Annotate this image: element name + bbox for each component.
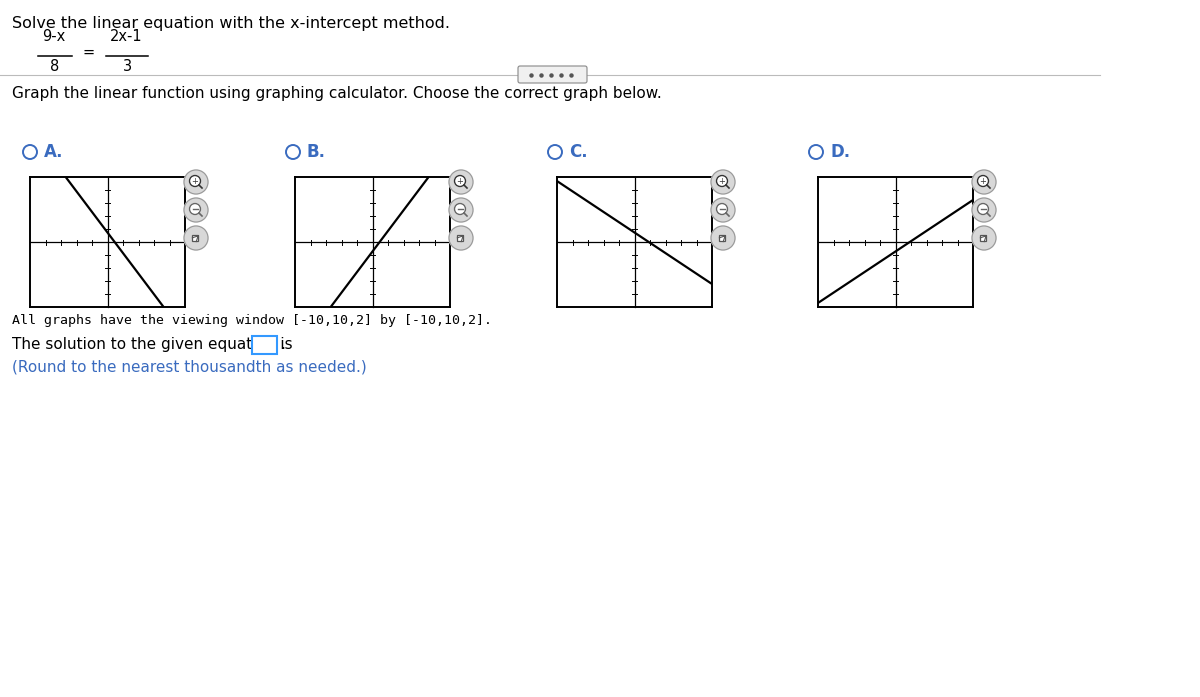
Text: 3: 3 (124, 59, 132, 74)
Circle shape (716, 204, 727, 215)
Text: D.: D. (830, 143, 850, 161)
Circle shape (190, 204, 200, 215)
Text: B.: B. (307, 143, 326, 161)
Circle shape (190, 176, 200, 187)
FancyBboxPatch shape (518, 66, 587, 83)
Text: (Round to the nearest thousandth as needed.): (Round to the nearest thousandth as need… (12, 360, 367, 375)
Polygon shape (30, 177, 185, 307)
Text: C.: C. (569, 143, 588, 161)
Circle shape (710, 226, 734, 250)
Text: 9-x: 9-x (42, 29, 65, 44)
Text: +: + (979, 176, 986, 185)
FancyBboxPatch shape (457, 235, 463, 241)
Circle shape (710, 170, 734, 194)
Text: 2x-1: 2x-1 (110, 29, 143, 44)
Circle shape (449, 170, 473, 194)
Text: .: . (280, 337, 284, 352)
Text: +: + (456, 176, 463, 185)
Text: 8: 8 (50, 59, 59, 74)
Circle shape (716, 176, 727, 187)
Circle shape (455, 176, 466, 187)
FancyBboxPatch shape (719, 235, 725, 241)
Circle shape (972, 198, 996, 222)
FancyBboxPatch shape (192, 235, 198, 241)
Text: Graph the linear function using graphing calculator. Choose the correct graph be: Graph the linear function using graphing… (12, 86, 661, 101)
Circle shape (978, 204, 989, 215)
Circle shape (978, 176, 989, 187)
Text: All graphs have the viewing window [-10,10,2] by [-10,10,2].: All graphs have the viewing window [-10,… (12, 314, 492, 327)
Circle shape (710, 198, 734, 222)
FancyBboxPatch shape (980, 235, 986, 241)
Polygon shape (557, 177, 712, 307)
Text: +: + (192, 176, 198, 185)
Circle shape (184, 226, 208, 250)
Circle shape (184, 170, 208, 194)
Circle shape (449, 226, 473, 250)
FancyBboxPatch shape (252, 335, 276, 353)
Circle shape (455, 204, 466, 215)
Text: =: = (82, 45, 94, 59)
Circle shape (184, 198, 208, 222)
Text: The solution to the given equation is: The solution to the given equation is (12, 337, 298, 352)
Text: Solve the linear equation with the x-intercept method.: Solve the linear equation with the x-int… (12, 16, 450, 31)
Polygon shape (295, 177, 450, 307)
Circle shape (972, 226, 996, 250)
Circle shape (449, 198, 473, 222)
Polygon shape (818, 177, 973, 307)
Text: +: + (719, 176, 726, 185)
Circle shape (972, 170, 996, 194)
Text: A.: A. (44, 143, 64, 161)
